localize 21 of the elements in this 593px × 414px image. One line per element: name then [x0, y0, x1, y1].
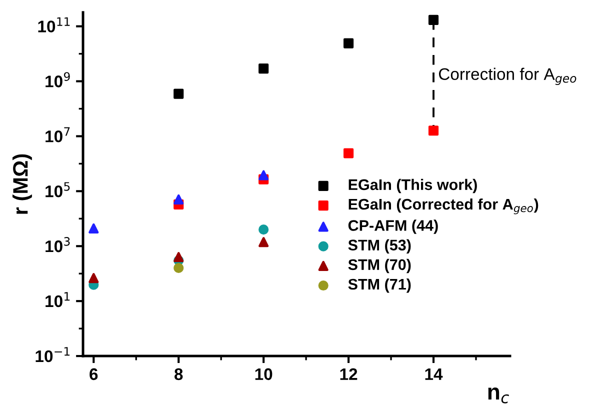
- legend-label: CP-AFM (44): [348, 220, 438, 234]
- y-tick-label: 10$^{7}$: [46, 127, 70, 142]
- x-tick-label: 12: [340, 368, 358, 380]
- legend-label: STM (53): [348, 239, 411, 254]
- x-tick-label: 8: [174, 368, 183, 380]
- x-tick-label: 14: [425, 368, 443, 380]
- y-tick-label: 10$^{11}$: [38, 17, 70, 32]
- x-tick-label: 6: [90, 368, 98, 380]
- legend-label: EGaIn (This work): [348, 178, 477, 194]
- legend-label: EGaIn (Corrected for A$_{geo}$): [348, 198, 538, 214]
- y-tick-label: 10$^{5}$: [46, 182, 70, 198]
- y-tick-label: 10$^{1}$: [46, 292, 70, 308]
- annotation: Correction for A$_{geo}$: [438, 68, 576, 85]
- x-tick-label: 10: [255, 368, 272, 380]
- y-tick-label: 10$^{9}$: [46, 72, 70, 88]
- y-tick-label: 10$^{3}$: [46, 237, 70, 252]
- x-axis-title: n$_{c}$: [488, 387, 509, 404]
- y-axis-title: r (MΩ): [12, 154, 32, 214]
- y-tick-label: 10$^{−1}$: [36, 347, 70, 362]
- legend-label: STM (71): [348, 278, 411, 293]
- legend-label: STM (70): [348, 258, 411, 274]
